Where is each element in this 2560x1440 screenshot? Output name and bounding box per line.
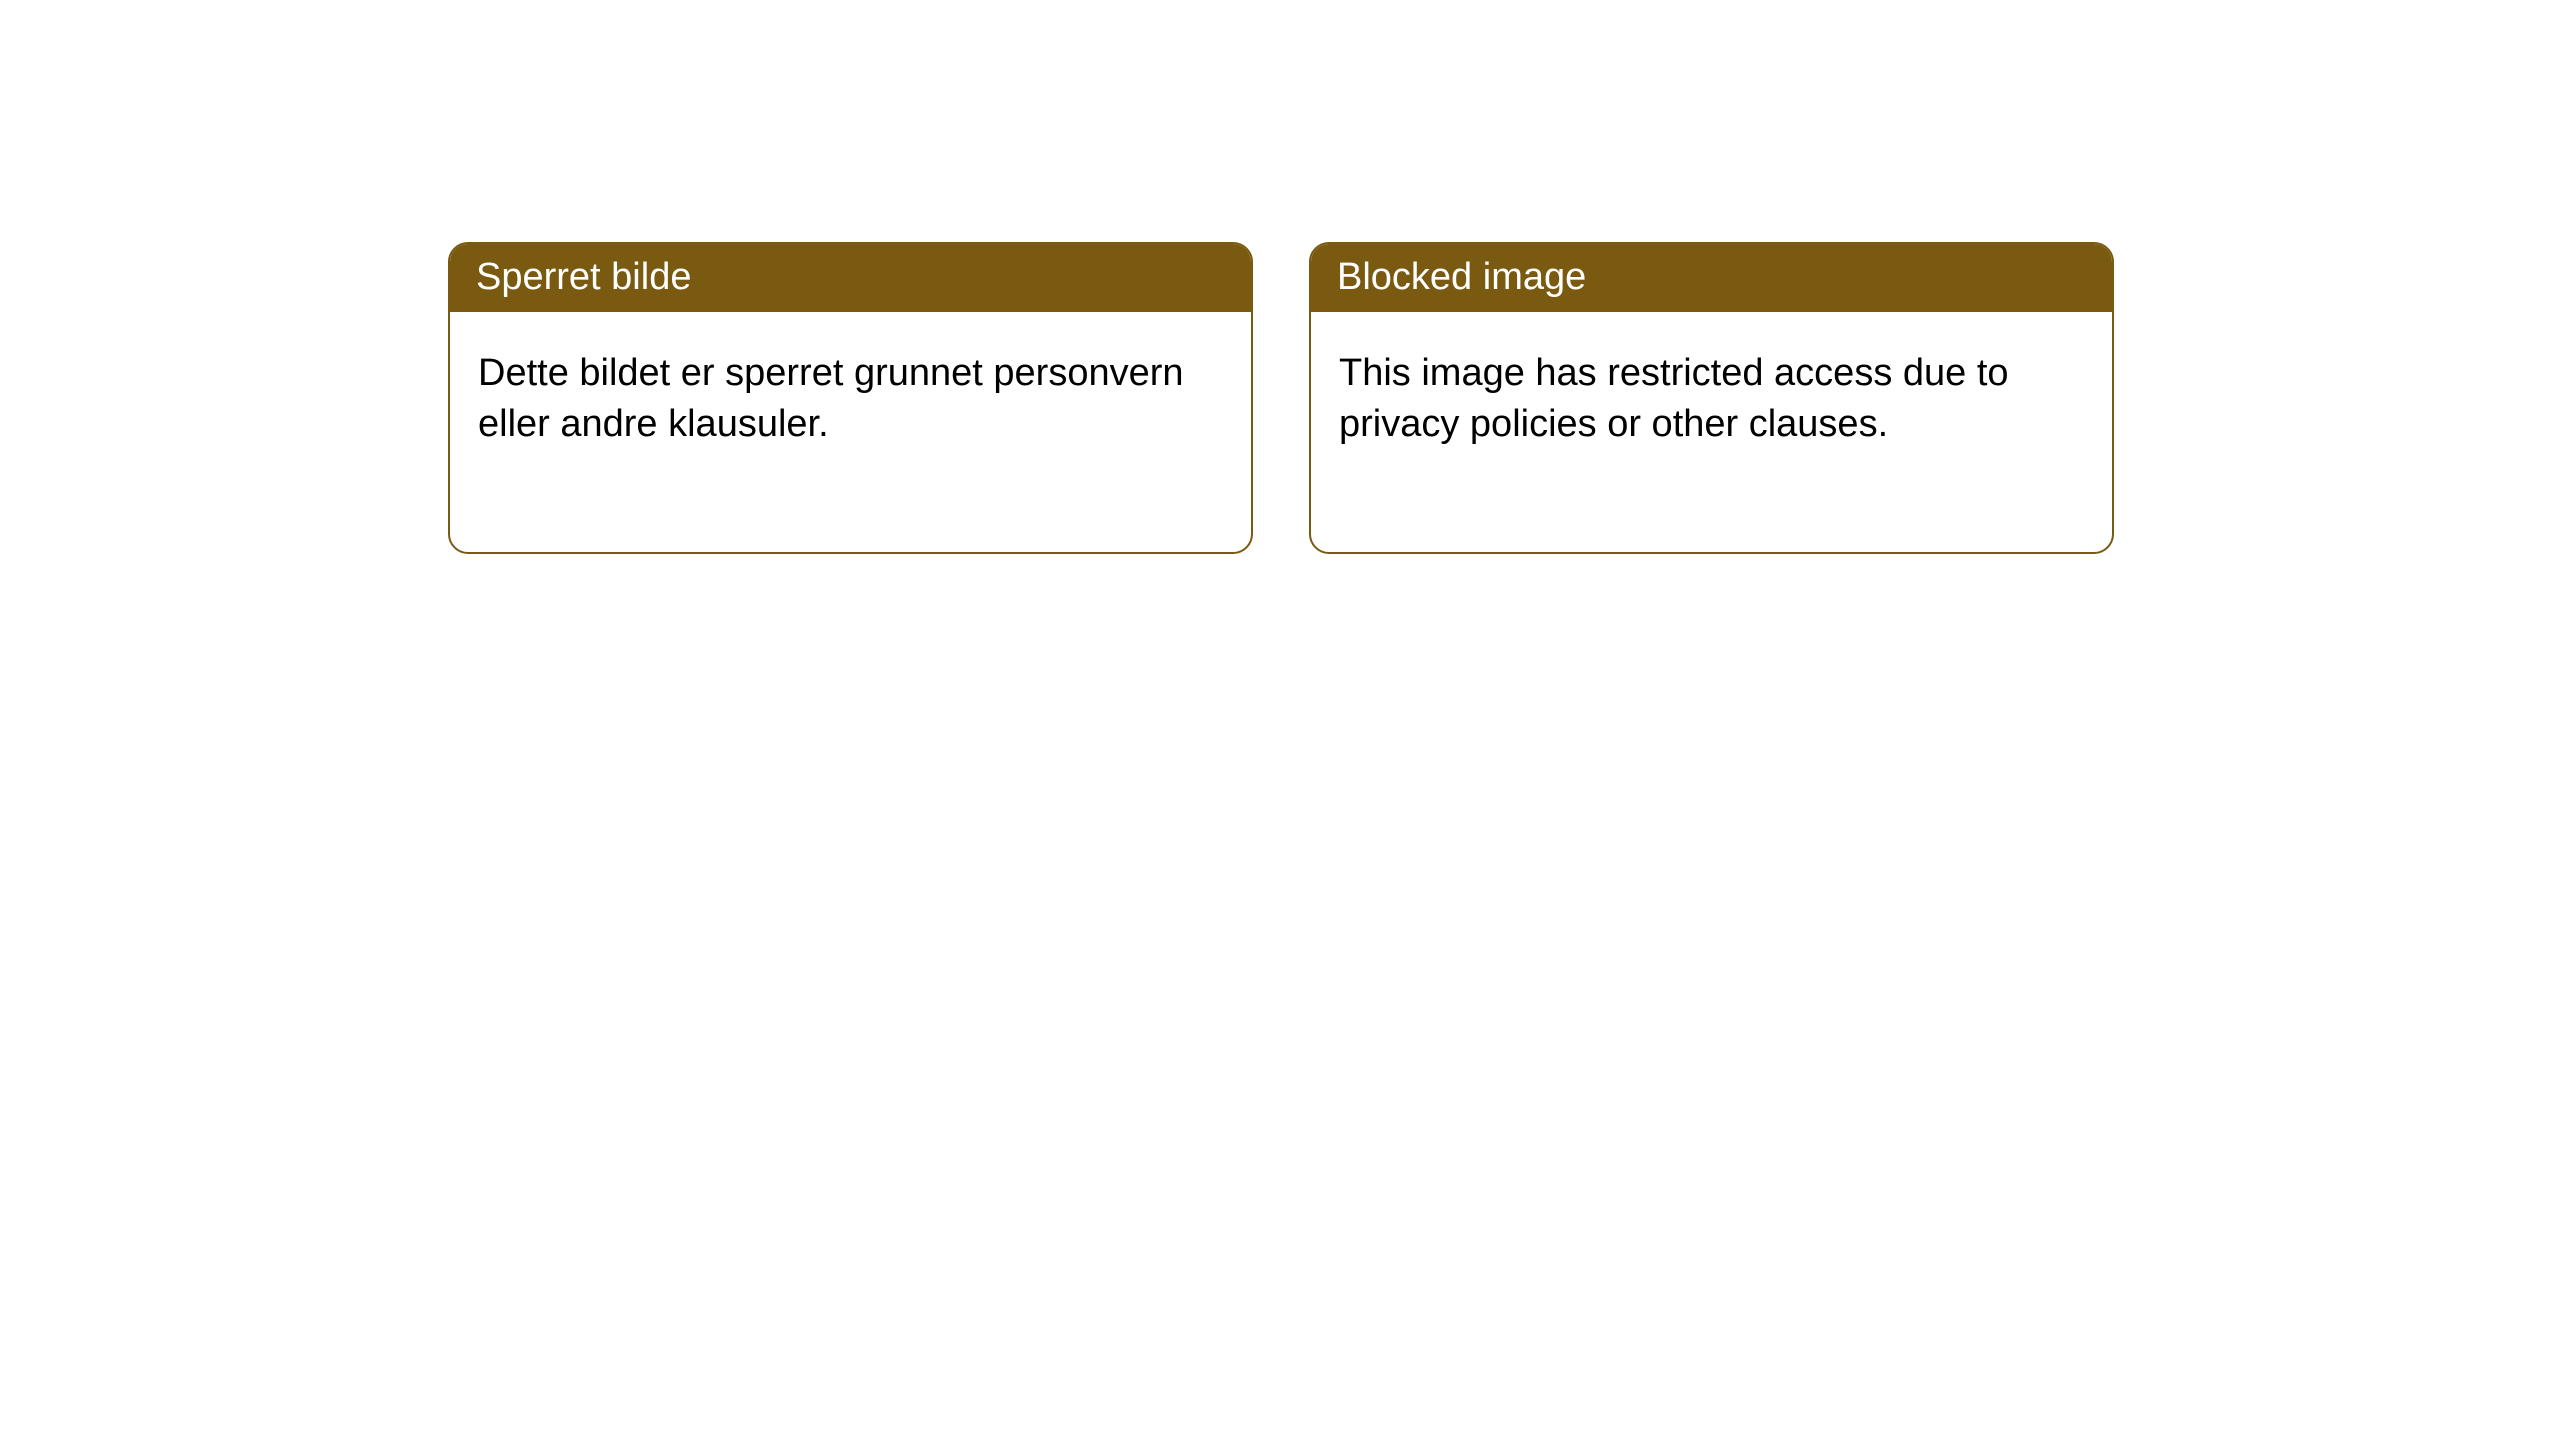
notice-card-english: Blocked image This image has restricted …: [1309, 242, 2114, 554]
notice-body: This image has restricted access due to …: [1311, 312, 2112, 552]
notice-header: Blocked image: [1311, 244, 2112, 312]
notice-container: Sperret bilde Dette bildet er sperret gr…: [0, 0, 2560, 554]
notice-body: Dette bildet er sperret grunnet personve…: [450, 312, 1251, 552]
notice-card-norwegian: Sperret bilde Dette bildet er sperret gr…: [448, 242, 1253, 554]
notice-header: Sperret bilde: [450, 244, 1251, 312]
